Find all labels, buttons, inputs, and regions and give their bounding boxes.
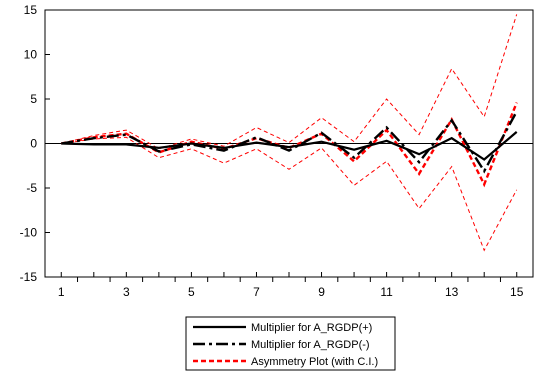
series-lines [61,14,518,252]
y-tick-label: -15 [20,270,38,284]
series-line-4 [61,14,518,150]
y-tick-label: 10 [24,48,38,62]
x-tick-label: 5 [188,285,195,299]
x-tick-label: 11 [380,285,393,299]
x-tick-label: 9 [318,285,325,299]
y-tick-label: -5 [26,181,37,195]
x-axis: 1 3 5 7 9 11 13 15 [58,272,524,299]
series-line-2 [61,110,518,174]
series-line-1 [61,131,518,161]
legend-label: Asymmetry Plot (with C.I.) [251,356,378,368]
y-tick-label: 5 [30,92,37,106]
x-tick-label: 1 [58,285,65,299]
x-tick-label: 3 [123,285,130,299]
legend-label: Multiplier for A_RGDP(-) [251,339,370,351]
series-line-5 [61,136,518,252]
legend: Multiplier for A_RGDP(+) Multiplier for A… [185,316,396,371]
x-tick-label: 15 [510,285,524,299]
y-tick-label: -10 [20,226,38,240]
x-tick-label: 13 [445,285,459,299]
series-line-3 [61,102,518,188]
y-axis: 15 10 5 0 -5 -10 -15 [20,3,50,284]
y-tick-label: 0 [30,137,37,151]
legend-label: Multiplier for A_RGDP(+) [251,322,372,334]
y-tick-label: 15 [24,3,38,17]
x-tick-label: 7 [253,285,260,299]
